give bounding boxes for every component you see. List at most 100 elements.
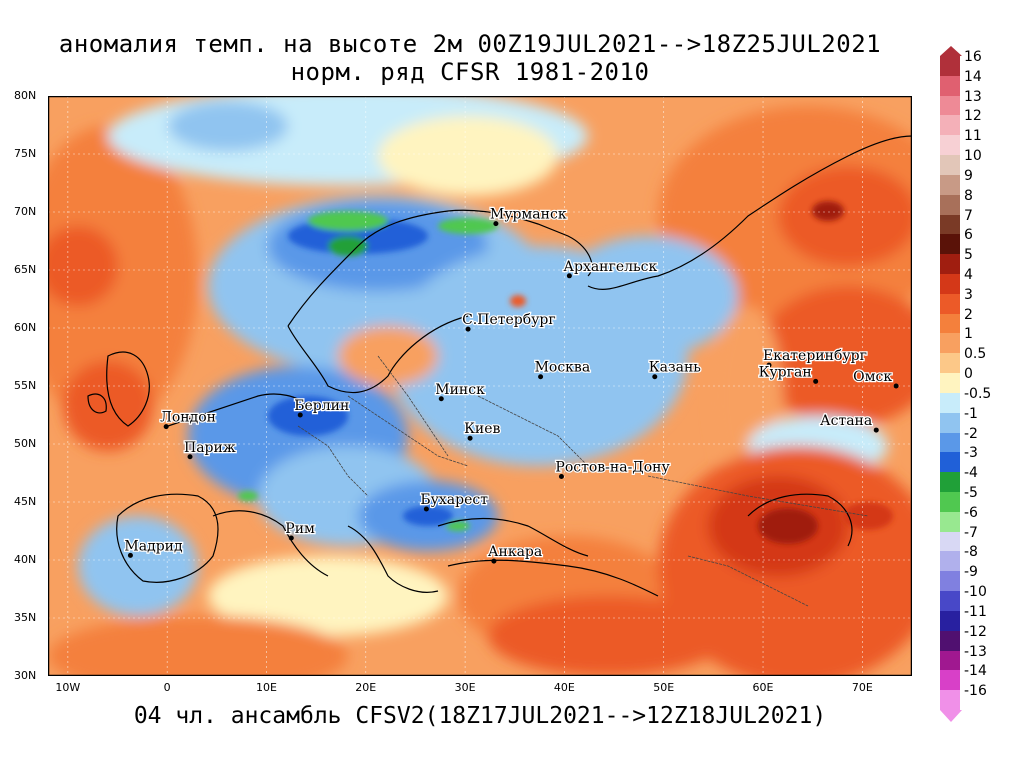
colorbar-label: -12 bbox=[964, 623, 987, 640]
colorbar-label: -16 bbox=[964, 683, 987, 700]
colorbar-label: 1 bbox=[964, 326, 973, 343]
map-frame bbox=[48, 96, 912, 676]
colorbar-label: 9 bbox=[964, 167, 973, 184]
city-dot bbox=[566, 273, 572, 279]
colorbar-swatch bbox=[940, 333, 960, 354]
colorbar-swatch bbox=[940, 531, 960, 552]
colorbar-swatch bbox=[940, 610, 960, 632]
colorbar-label: 14 bbox=[964, 68, 982, 85]
colorbar-swatch bbox=[940, 373, 960, 394]
colorbar-label: -7 bbox=[964, 524, 978, 541]
colorbar-label: 2 bbox=[964, 306, 973, 323]
colorbar-swatch bbox=[940, 412, 960, 434]
map-subtitle: норм. ряд CFSR 1981-2010 bbox=[290, 58, 650, 86]
city-dot bbox=[538, 374, 544, 380]
colorbar-swatch bbox=[940, 591, 960, 612]
colorbar-label: -13 bbox=[964, 643, 987, 660]
lat-tick-label: 45N bbox=[14, 495, 37, 508]
city-label: Казань bbox=[649, 360, 701, 376]
city-dot bbox=[297, 412, 303, 418]
colorbar-swatch bbox=[940, 313, 960, 334]
colorbar-swatch bbox=[940, 452, 960, 473]
colorbar-swatch bbox=[940, 293, 960, 315]
lat-tick-label: 50N bbox=[14, 437, 37, 450]
colorbar-label: 7 bbox=[964, 207, 973, 224]
colorbar-swatch bbox=[940, 432, 960, 453]
colorbar-label: 11 bbox=[964, 128, 982, 145]
colorbar-label: 3 bbox=[964, 286, 973, 303]
map-title: аномалия темп. на высоте 2м 00Z19JUL2021… bbox=[58, 30, 882, 58]
anomaly-field-detail bbox=[238, 201, 893, 544]
lon-tick-label: 0 bbox=[163, 681, 171, 694]
lat-tick-label: 40N bbox=[14, 553, 37, 566]
colorbar-swatch bbox=[940, 155, 960, 176]
city-dot bbox=[873, 427, 879, 433]
colorbar-swatch bbox=[940, 551, 960, 572]
colorbar-swatch bbox=[940, 472, 960, 493]
colorbar-label: -3 bbox=[964, 445, 978, 462]
city-dot bbox=[813, 378, 819, 384]
city-dot bbox=[288, 535, 294, 541]
lon-tick-label: 10E bbox=[255, 681, 277, 694]
city-label: Киев bbox=[464, 421, 500, 437]
lat-tick-label: 65N bbox=[14, 263, 37, 276]
colorbar-label: -14 bbox=[964, 663, 987, 680]
city-dot bbox=[187, 454, 193, 460]
colorbar-label: -6 bbox=[964, 504, 978, 521]
colorbar-label: 0 bbox=[964, 366, 973, 383]
colorbar-label: 10 bbox=[964, 148, 982, 165]
city-dot bbox=[423, 506, 429, 512]
colorbar-label: 6 bbox=[964, 227, 973, 244]
lon-tick-label: 40E bbox=[553, 681, 575, 694]
colorbar-swatch bbox=[940, 353, 960, 374]
city-label: Париж bbox=[184, 440, 236, 456]
lat-tick-label: 55N bbox=[14, 379, 37, 392]
colorbar-swatch bbox=[940, 234, 960, 255]
city-label: Ростов-на-Дону bbox=[555, 459, 670, 475]
city-dot bbox=[652, 374, 658, 380]
lon-tick-label: 70E bbox=[851, 681, 873, 694]
city-dot bbox=[766, 362, 772, 368]
colorbar-swatch bbox=[940, 274, 960, 295]
colorbar-label: -8 bbox=[964, 544, 978, 561]
colorbar-swatch bbox=[940, 254, 960, 275]
colorbar-swatch bbox=[940, 630, 960, 652]
colorbar-label: -11 bbox=[964, 603, 987, 620]
colorbar-label: 4 bbox=[964, 267, 973, 283]
anomaly-map: Мурманск Архангельск С.Петербург Москва Каза… bbox=[48, 96, 912, 676]
city-markers: Мурманск Архангельск С.Петербург Москва Каза… bbox=[123, 205, 899, 564]
colorbar-swatch bbox=[940, 670, 960, 691]
city-label: Мурманск bbox=[490, 207, 567, 223]
lat-tick-label: 60N bbox=[14, 321, 37, 334]
colorbar-swatch bbox=[940, 392, 960, 414]
city-dot bbox=[438, 396, 444, 402]
lat-tick-label: 80N bbox=[14, 89, 37, 102]
colorbar-swatch bbox=[940, 56, 960, 77]
lat-tick-label: 70N bbox=[14, 205, 37, 218]
colorbar-swatch bbox=[940, 135, 960, 156]
colorbar-label: 8 bbox=[964, 187, 973, 204]
colorbar-swatch bbox=[940, 194, 960, 216]
lat-tick-label: 75N bbox=[14, 147, 37, 160]
city-label: Астана bbox=[820, 413, 872, 429]
colorbar-bottom-arrow bbox=[940, 710, 962, 722]
city-label: Берлин bbox=[294, 398, 349, 414]
colorbar-swatch bbox=[940, 690, 960, 711]
colorbar-label: 13 bbox=[964, 88, 982, 105]
lat-tick-label: 35N bbox=[14, 611, 37, 624]
colorbar-swatch bbox=[940, 214, 960, 235]
colorbar-label: -2 bbox=[964, 425, 978, 442]
colorbar-label: 12 bbox=[964, 108, 982, 125]
city-dot bbox=[127, 552, 133, 558]
colorbar-label: -10 bbox=[964, 584, 987, 601]
city-label: Екатеринбург bbox=[763, 348, 867, 364]
city-label: Рим bbox=[285, 521, 315, 537]
colorbar-label: 5 bbox=[964, 247, 973, 264]
colorbar-label: -5 bbox=[964, 485, 978, 501]
city-label: Анкара bbox=[488, 544, 542, 560]
lon-tick-label: 20E bbox=[355, 681, 377, 694]
city-dot bbox=[558, 473, 564, 479]
colorbar-swatch bbox=[940, 571, 960, 592]
city-label: Минск bbox=[435, 382, 485, 398]
coastlines bbox=[87, 135, 912, 597]
